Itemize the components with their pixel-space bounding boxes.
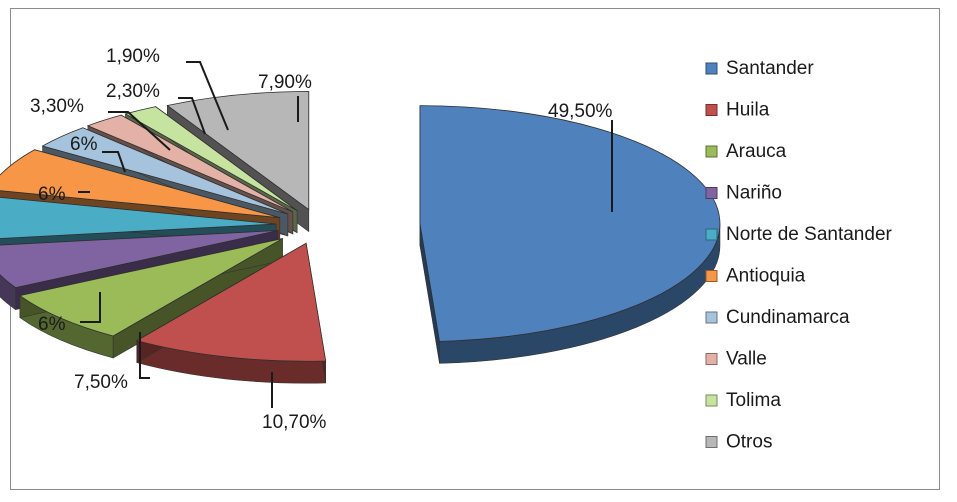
legend-swatch-8 <box>705 394 718 407</box>
legend-swatch-0 <box>705 62 718 75</box>
legend-swatch-9 <box>705 436 718 448</box>
slice-top-7 <box>86 114 294 213</box>
data-label-8: 1,90% <box>106 46 160 67</box>
slice-top-8 <box>124 106 298 212</box>
legend-swatch-3 <box>705 187 718 199</box>
leader-line-7 <box>178 97 206 135</box>
data-label-6: 3,30% <box>30 96 84 117</box>
slice-huila <box>135 242 327 384</box>
leader-line-6 <box>108 111 171 151</box>
data-label-4: 6% <box>38 184 66 205</box>
legend-swatch-5 <box>705 270 718 282</box>
legend-item-norte-de-santander: Norte de Santander <box>705 224 893 245</box>
data-label-1: 10,70% <box>262 412 327 433</box>
leader-line-2 <box>139 332 150 379</box>
slice-top-9 <box>166 91 310 211</box>
legend-label-0: Santander <box>726 58 814 79</box>
legend-item-santander: Santander <box>705 58 814 79</box>
legend-swatch-7 <box>705 353 718 365</box>
legend-label-2: Arauca <box>726 141 787 162</box>
legend-item-arauca: Arauca <box>705 141 787 162</box>
data-label-7: 2,30% <box>106 81 160 102</box>
legend-item-tolima: Tolima <box>705 390 781 411</box>
slice-top-4 <box>0 196 277 239</box>
legend-item-antioquia: Antioquia <box>705 266 806 287</box>
legend-label-7: Valle <box>726 349 767 370</box>
slice-top-3 <box>0 230 279 289</box>
legend-item-nariño: Nariño <box>705 183 782 204</box>
leader-line-3 <box>80 292 101 323</box>
legend-label-6: Cundinamarca <box>726 307 850 328</box>
legend-label-1: Huila <box>726 100 770 121</box>
legend-item-valle: Valle <box>705 349 767 370</box>
slice-top-6 <box>41 127 288 215</box>
legend-label-3: Nariño <box>726 183 782 204</box>
legend-swatch-1 <box>705 104 718 116</box>
data-label-9: 7,90% <box>258 72 312 93</box>
data-label-5: 6% <box>70 134 98 155</box>
legend-swatch-2 <box>705 145 718 158</box>
legend-label-5: Antioquia <box>726 266 806 287</box>
slice-top-0 <box>419 105 721 342</box>
slice-side-3 <box>0 274 16 311</box>
slice-arauca <box>18 238 283 359</box>
slice-top-5 <box>0 149 280 219</box>
data-label-2: 7,50% <box>74 372 128 393</box>
legend-label-9: Otros <box>726 432 772 453</box>
legend-item-otros: Otros <box>705 432 772 453</box>
slice-top-2 <box>18 238 283 337</box>
leader-line-5 <box>102 151 126 173</box>
data-label-0: 49,50% <box>548 101 613 122</box>
legend-label-4: Norte de Santander <box>726 224 893 245</box>
legend-swatch-4 <box>705 228 718 241</box>
legend-label-8: Tolima <box>726 390 781 411</box>
slice-santander <box>419 105 721 364</box>
data-label-3: 6% <box>38 314 66 335</box>
slice-top-1 <box>135 242 327 362</box>
legend-item-huila: Huila <box>705 100 770 121</box>
legend-swatch-6 <box>705 311 718 324</box>
legend-item-cundinamarca: Cundinamarca <box>705 307 850 328</box>
leader-line-8 <box>186 61 229 131</box>
